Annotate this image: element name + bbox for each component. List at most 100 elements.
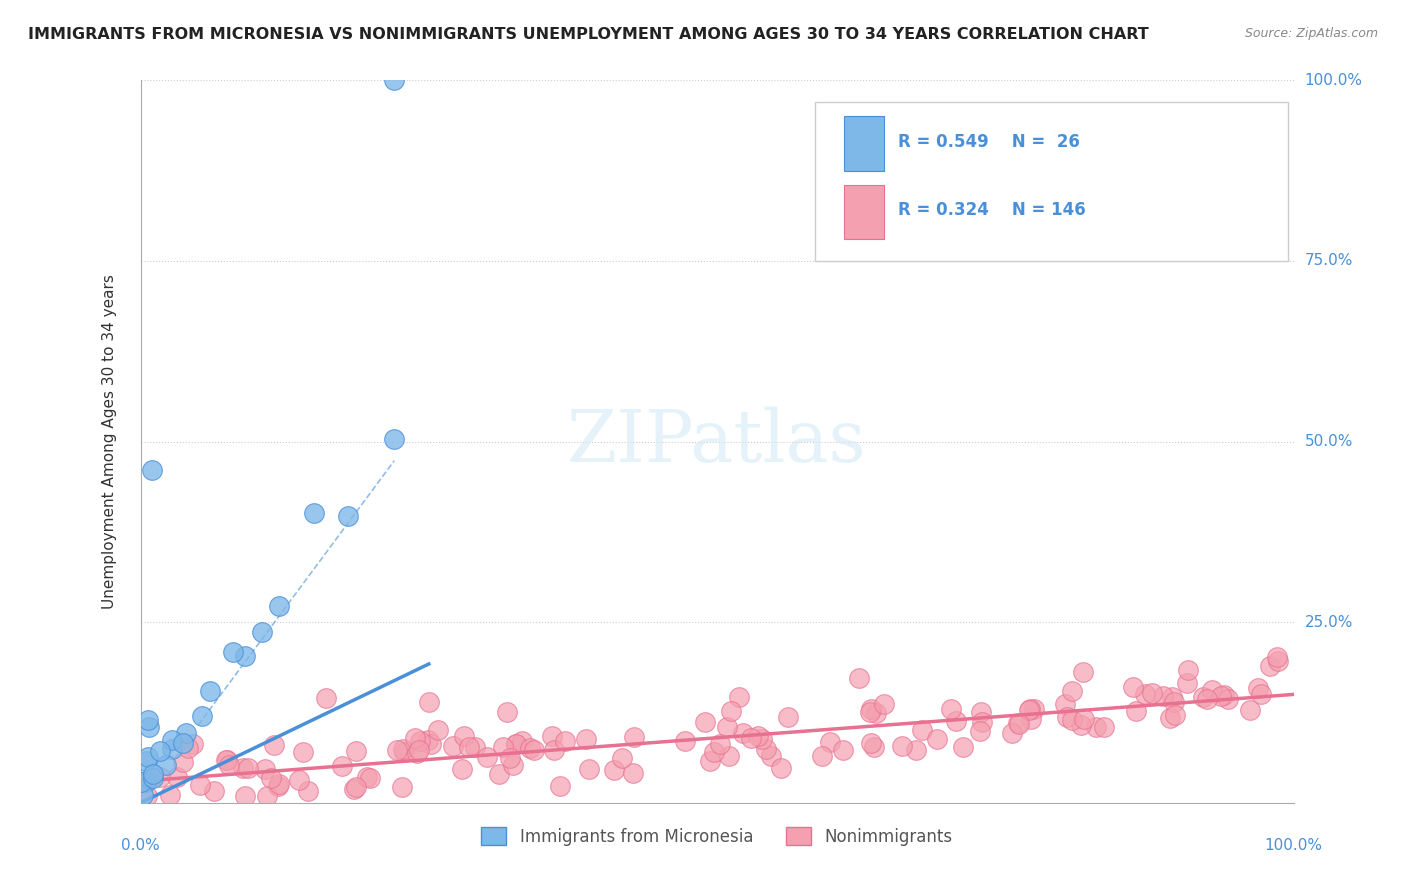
Point bbox=[751, 731, 773, 746]
Point bbox=[292, 744, 315, 758]
Point bbox=[904, 743, 927, 757]
Bar bbox=[844, 185, 884, 239]
Point bbox=[1007, 716, 1029, 731]
Point bbox=[344, 744, 367, 758]
Point bbox=[149, 770, 172, 784]
Point bbox=[392, 742, 415, 756]
Point bbox=[1073, 712, 1095, 726]
Point bbox=[1239, 703, 1261, 717]
Point bbox=[492, 740, 515, 755]
Point bbox=[1062, 683, 1084, 698]
Point bbox=[172, 756, 194, 770]
Point bbox=[621, 766, 644, 780]
Point bbox=[135, 755, 157, 769]
Point bbox=[759, 749, 782, 764]
Point bbox=[755, 742, 778, 756]
Text: R = 0.549    N =  26: R = 0.549 N = 26 bbox=[898, 133, 1080, 151]
Point bbox=[166, 770, 188, 784]
Point bbox=[404, 731, 426, 745]
Text: 100.0%: 100.0% bbox=[1305, 73, 1362, 87]
Point bbox=[1008, 716, 1031, 731]
Point bbox=[267, 777, 290, 791]
Point bbox=[253, 762, 276, 776]
Point bbox=[673, 734, 696, 748]
Point bbox=[575, 732, 598, 747]
Point bbox=[496, 705, 519, 719]
Point bbox=[138, 720, 160, 734]
Point bbox=[176, 741, 198, 756]
Point bbox=[769, 761, 792, 775]
Point bbox=[416, 733, 439, 747]
Point bbox=[222, 645, 245, 659]
Point bbox=[970, 714, 993, 729]
Point bbox=[911, 723, 934, 738]
Point bbox=[215, 753, 238, 767]
Point bbox=[927, 731, 949, 746]
Point bbox=[356, 770, 378, 784]
Point bbox=[952, 739, 974, 754]
Point bbox=[1125, 704, 1147, 718]
Point bbox=[865, 706, 887, 720]
Point bbox=[202, 784, 225, 798]
Point bbox=[499, 751, 522, 765]
Point bbox=[859, 736, 882, 750]
Point bbox=[191, 709, 214, 723]
Point bbox=[256, 789, 278, 803]
Point bbox=[135, 774, 157, 789]
Point bbox=[832, 743, 855, 757]
Point bbox=[149, 744, 172, 758]
Point bbox=[443, 739, 465, 753]
Point bbox=[720, 704, 742, 718]
Point bbox=[718, 749, 741, 764]
Point bbox=[1054, 697, 1077, 711]
Text: 50.0%: 50.0% bbox=[1305, 434, 1353, 449]
Point bbox=[1164, 707, 1187, 722]
Point bbox=[818, 734, 841, 748]
Point bbox=[1216, 691, 1239, 706]
Point bbox=[502, 757, 524, 772]
Point bbox=[548, 779, 571, 793]
Point bbox=[250, 624, 273, 639]
Point bbox=[233, 649, 256, 664]
Point bbox=[263, 738, 285, 752]
Point bbox=[450, 762, 472, 776]
Point bbox=[344, 780, 367, 795]
Point bbox=[136, 750, 159, 764]
Text: 25.0%: 25.0% bbox=[1305, 615, 1353, 630]
Point bbox=[703, 745, 725, 759]
Point bbox=[155, 758, 177, 772]
Point bbox=[1265, 650, 1288, 665]
Point bbox=[1192, 690, 1215, 704]
Point bbox=[1175, 676, 1198, 690]
Point bbox=[970, 705, 993, 719]
Point bbox=[1163, 695, 1185, 709]
Point bbox=[260, 771, 283, 785]
Point bbox=[408, 742, 430, 756]
Point bbox=[1250, 686, 1272, 700]
Point bbox=[699, 754, 721, 768]
Point bbox=[727, 690, 749, 705]
Point bbox=[603, 764, 626, 778]
Point bbox=[232, 761, 254, 775]
Point bbox=[873, 697, 896, 711]
Point bbox=[477, 750, 499, 764]
Point bbox=[1018, 702, 1040, 716]
Point bbox=[858, 706, 880, 720]
Point bbox=[519, 741, 541, 756]
Text: ZIPatlas: ZIPatlas bbox=[567, 406, 868, 477]
Legend: Immigrants from Micronesia, Nonimmigrants: Immigrants from Micronesia, Nonimmigrant… bbox=[475, 821, 959, 852]
Point bbox=[236, 761, 259, 775]
Point bbox=[543, 743, 565, 757]
Point bbox=[1260, 658, 1282, 673]
Point bbox=[510, 734, 533, 748]
Point bbox=[302, 506, 325, 520]
Point bbox=[159, 788, 181, 802]
Point bbox=[523, 743, 546, 757]
Point bbox=[464, 739, 486, 754]
Point bbox=[233, 789, 256, 803]
Point bbox=[848, 671, 870, 685]
Point bbox=[1024, 701, 1046, 715]
Point bbox=[740, 731, 762, 745]
Point bbox=[405, 746, 427, 760]
Point bbox=[890, 739, 912, 754]
